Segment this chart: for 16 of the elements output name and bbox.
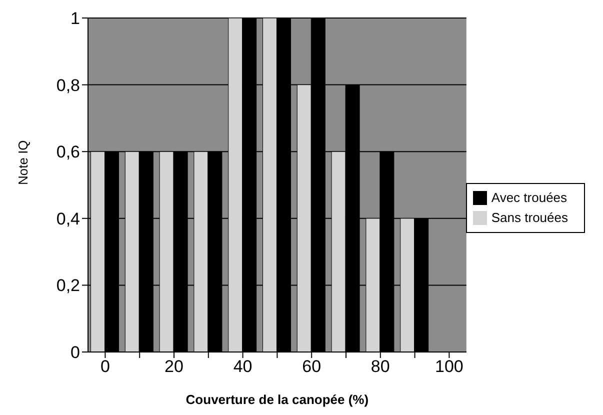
x-axis-title: Couverture de la canopée (%) xyxy=(186,392,369,407)
y-tick-label: 0 xyxy=(70,343,80,362)
x-tick-label: 80 xyxy=(370,357,390,376)
x-tick-label: 20 xyxy=(164,357,184,376)
x-tick-label: 0 xyxy=(100,357,110,376)
y-tick-label: 0,2 xyxy=(56,276,80,296)
x-tick-label: 60 xyxy=(302,357,322,376)
legend-label: Sans trouées xyxy=(491,210,568,224)
x-tick-label: 40 xyxy=(233,357,252,376)
legend-label: Avec trouées xyxy=(491,190,568,204)
y-tick-label: 0,6 xyxy=(56,142,80,162)
y-axis-title: Note IQ xyxy=(16,140,31,185)
y-tick-label: 0,4 xyxy=(56,209,80,228)
y-tick-label: 1 xyxy=(70,9,80,28)
y-tick-label: 0,8 xyxy=(56,76,80,95)
x-tick-label: 100 xyxy=(435,357,464,376)
